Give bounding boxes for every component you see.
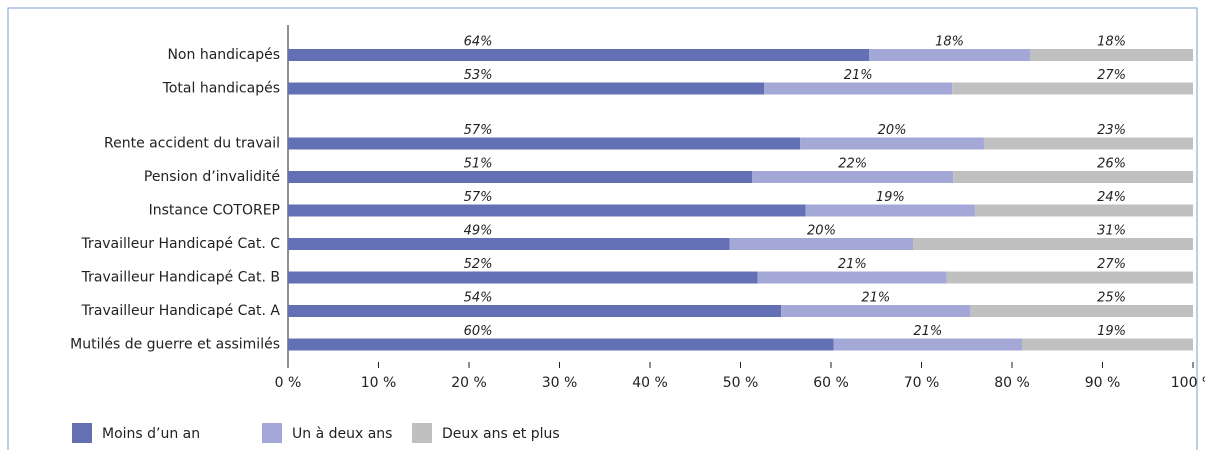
y-tick-label: Travailleur Handicapé Cat. C: [80, 236, 280, 252]
value-label: 51%: [464, 157, 493, 172]
bar-segment: [288, 338, 834, 351]
frame: [7, 7, 1198, 450]
bar-segment: [729, 238, 914, 250]
y-tick-label: Rente accident du travail: [104, 136, 280, 152]
bar-segment: [953, 171, 1193, 183]
x-tick-label: 40 %: [632, 375, 668, 391]
value-label: 27%: [1097, 68, 1126, 83]
legend-swatch: [72, 423, 92, 443]
y-tick-label: Total handicapés: [162, 81, 280, 97]
value-label: 52%: [464, 257, 493, 272]
legend-label: Un à deux ans: [292, 426, 392, 442]
bar-segment: [946, 271, 1193, 284]
value-label: 31%: [1097, 224, 1126, 239]
x-tick-label: 30 %: [542, 375, 578, 391]
bar-segment: [805, 204, 975, 217]
value-label: 21%: [844, 68, 873, 83]
bar-segment: [288, 82, 765, 95]
bar-segment: [288, 171, 753, 183]
value-label: 20%: [878, 123, 907, 138]
value-label: 27%: [1097, 257, 1126, 272]
value-label: 19%: [876, 190, 905, 205]
legend-label: Deux ans et plus: [442, 426, 560, 442]
value-label: 49%: [464, 224, 493, 239]
bar-segment: [983, 137, 1193, 150]
bar-segment: [764, 82, 953, 95]
x-tick-label: 0 %: [275, 375, 302, 391]
bar-segment: [752, 171, 954, 183]
bar-segment: [288, 49, 870, 61]
x-tick-label: 60 %: [813, 375, 849, 391]
x-tick-label: 80 %: [994, 375, 1030, 391]
y-tick-label: Mutilés de guerre et assimilés: [70, 337, 280, 353]
y-tick-label: Non handicapés: [167, 47, 280, 63]
bar-segment: [757, 271, 947, 284]
value-label: 64%: [464, 35, 493, 50]
bar-segment: [288, 137, 801, 150]
bar-segment: [913, 238, 1193, 250]
bar-segment: [781, 305, 971, 317]
value-label: 21%: [861, 291, 890, 306]
bar-segment: [800, 137, 984, 150]
bar-segment: [288, 305, 782, 317]
bar-segment: [952, 82, 1193, 95]
y-tick-label: Pension d’invalidité: [144, 169, 280, 185]
legend-swatch: [262, 423, 282, 443]
x-tick-label: 70 %: [904, 375, 940, 391]
legend-swatch: [412, 423, 432, 443]
y-tick-label: Travailleur Handicapé Cat. A: [81, 303, 281, 319]
value-label: 20%: [807, 224, 836, 239]
bar-segment: [1030, 49, 1193, 61]
y-tick-label: Travailleur Handicapé Cat. B: [81, 270, 280, 286]
value-label: 53%: [464, 68, 493, 83]
value-label: 21%: [838, 257, 867, 272]
value-label: 54%: [464, 291, 493, 306]
value-label: 23%: [1097, 123, 1126, 138]
x-tick-label: 50 %: [723, 375, 759, 391]
x-tick-label: 10 %: [361, 375, 397, 391]
value-label: 21%: [913, 324, 942, 339]
x-tick-label: 90 %: [1085, 375, 1121, 391]
value-label: 18%: [935, 35, 964, 50]
value-label: 60%: [464, 324, 493, 339]
bar-segment: [833, 338, 1022, 351]
bar-segment: [970, 305, 1193, 317]
value-label: 22%: [838, 157, 867, 172]
bar-segment: [288, 204, 806, 217]
y-tick-label: Instance COTOREP: [149, 203, 280, 219]
legend-label: Moins d’un an: [102, 426, 200, 442]
bar-segment: [869, 49, 1031, 61]
x-tick-label: 100 %: [1171, 375, 1205, 391]
value-label: 57%: [464, 190, 493, 205]
value-label: 19%: [1097, 324, 1126, 339]
bar-segment: [1021, 338, 1193, 351]
bar-segment: [288, 238, 730, 250]
value-label: 57%: [464, 123, 493, 138]
x-tick-label: 20 %: [451, 375, 487, 391]
value-label: 24%: [1097, 190, 1126, 205]
bar-segment: [974, 204, 1193, 217]
value-label: 25%: [1097, 291, 1126, 306]
bar-segment: [288, 271, 758, 284]
value-label: 18%: [1097, 35, 1126, 50]
value-label: 26%: [1097, 157, 1126, 172]
